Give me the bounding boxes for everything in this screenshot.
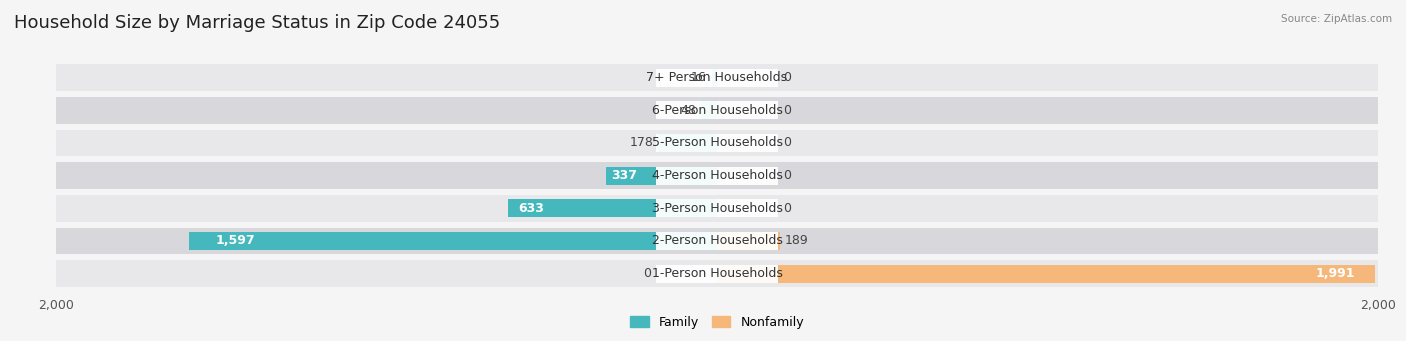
- Text: 3-Person Households: 3-Person Households: [651, 202, 783, 215]
- Text: 0: 0: [783, 71, 792, 84]
- Bar: [657, 69, 778, 87]
- Text: 178: 178: [630, 136, 654, 149]
- Bar: [657, 167, 778, 184]
- Bar: [657, 199, 778, 217]
- Bar: [56, 64, 1378, 91]
- Text: Household Size by Marriage Status in Zip Code 24055: Household Size by Marriage Status in Zip…: [14, 14, 501, 32]
- Text: 189: 189: [785, 234, 808, 247]
- Text: 6-Person Households: 6-Person Households: [651, 104, 783, 117]
- Legend: Family, Nonfamily: Family, Nonfamily: [626, 311, 808, 334]
- Text: 337: 337: [612, 169, 637, 182]
- Bar: [657, 101, 778, 119]
- Text: 1,991: 1,991: [1316, 267, 1355, 280]
- Bar: [717, 265, 1375, 282]
- Bar: [657, 134, 778, 152]
- Text: 0: 0: [643, 267, 651, 280]
- Text: 4-Person Households: 4-Person Households: [651, 169, 783, 182]
- Bar: [702, 101, 717, 119]
- Text: 1-Person Households: 1-Person Households: [651, 267, 783, 280]
- Bar: [56, 260, 1378, 287]
- Text: 1,597: 1,597: [215, 234, 256, 247]
- Bar: [56, 162, 1378, 189]
- Text: Source: ZipAtlas.com: Source: ZipAtlas.com: [1281, 14, 1392, 24]
- Bar: [711, 69, 717, 87]
- Bar: [190, 232, 717, 250]
- Bar: [508, 199, 717, 217]
- Bar: [717, 232, 779, 250]
- Text: 5-Person Households: 5-Person Households: [651, 136, 783, 149]
- Bar: [657, 265, 778, 282]
- Text: 0: 0: [783, 104, 792, 117]
- Text: 2-Person Households: 2-Person Households: [651, 234, 783, 247]
- Bar: [56, 97, 1378, 124]
- Text: 633: 633: [519, 202, 544, 215]
- Text: 0: 0: [783, 169, 792, 182]
- Text: 0: 0: [783, 136, 792, 149]
- Bar: [56, 227, 1378, 254]
- Text: 16: 16: [692, 71, 707, 84]
- Bar: [56, 130, 1378, 157]
- Bar: [658, 134, 717, 152]
- Bar: [56, 195, 1378, 222]
- Text: 48: 48: [681, 104, 696, 117]
- Text: 0: 0: [783, 202, 792, 215]
- Text: 7+ Person Households: 7+ Person Households: [647, 71, 787, 84]
- Bar: [606, 167, 717, 184]
- Bar: [657, 232, 778, 250]
